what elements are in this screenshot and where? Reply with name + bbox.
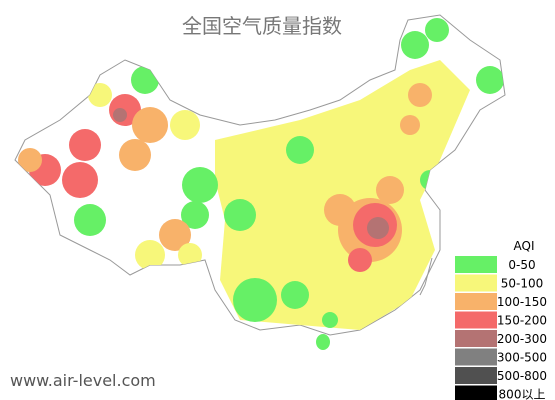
legend-label: 800以上 — [499, 388, 546, 400]
map-title: 全国空气质量指数 — [182, 14, 342, 38]
legend-label: 500-800 — [497, 369, 547, 383]
blob — [425, 18, 449, 42]
legend-swatch — [455, 274, 497, 292]
watermark: www.air-level.com — [10, 371, 156, 390]
legend-swatch — [455, 367, 497, 384]
aqi-blobs — [18, 31, 504, 330]
legend-swatch — [455, 330, 497, 347]
legend-swatch — [455, 311, 497, 329]
legend: 0-50 50-100 100-150 150-200 200-300 300-500 50… — [455, 256, 547, 400]
legend-label: 200-300 — [497, 332, 547, 346]
legend-title: AQI — [514, 239, 535, 253]
legend-swatch — [455, 293, 497, 310]
legend-swatch — [455, 385, 497, 400]
hainan — [316, 334, 330, 350]
legend-label: 150-200 — [497, 314, 547, 328]
legend-label: 100-150 — [497, 295, 547, 309]
legend-label: 300-500 — [497, 351, 547, 365]
legend-swatch — [455, 256, 497, 273]
legend-label: 0-50 — [508, 258, 535, 272]
legend-swatch — [455, 348, 497, 366]
china-map — [14, 14, 506, 350]
taiwan-outline — [419, 257, 433, 296]
legend-label: 50-100 — [501, 277, 544, 291]
